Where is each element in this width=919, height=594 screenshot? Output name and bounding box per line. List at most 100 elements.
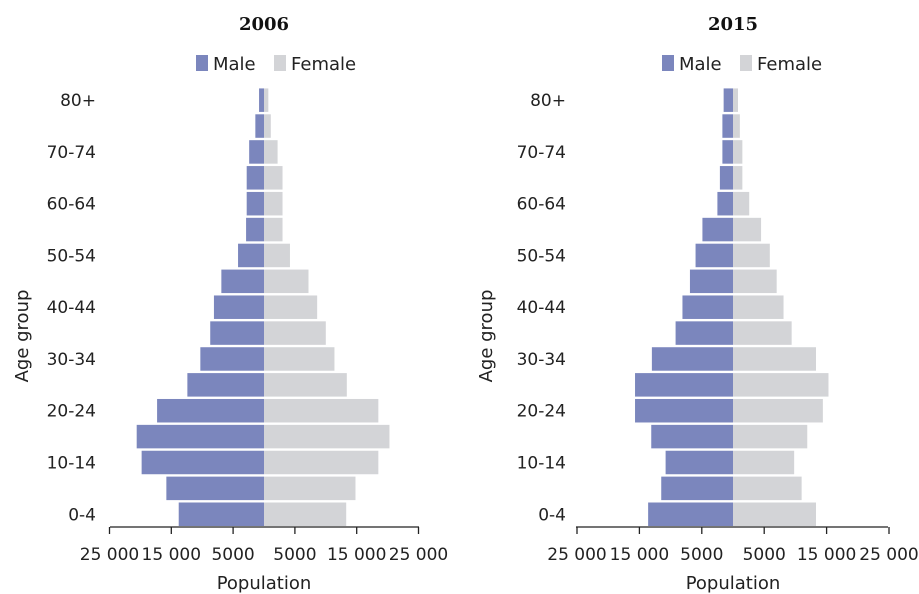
- y-tick-label: 10-14: [47, 453, 96, 473]
- bar-male-35-39: [210, 321, 264, 345]
- bar-female-80+: [733, 88, 738, 112]
- bar-female-35-39: [733, 321, 792, 345]
- bar-female-65-69: [733, 166, 743, 190]
- x-tick-label: 25 000: [389, 545, 448, 565]
- bar-male-80+: [259, 88, 264, 112]
- bar-male-60-64: [717, 191, 733, 216]
- bar-male-70-74: [249, 140, 264, 164]
- y-tick-label: 20-24: [47, 402, 96, 422]
- bar-male-30-34: [651, 347, 733, 371]
- x-tick-label: 15 000: [797, 545, 856, 565]
- bar-female-50-54: [264, 243, 290, 268]
- bar-female-55-59: [733, 217, 762, 242]
- bar-male-15-19: [651, 424, 733, 449]
- bar-male-20-24: [635, 398, 733, 423]
- y-tick-label: 40-44: [517, 298, 566, 318]
- bar-male-35-39: [675, 321, 733, 345]
- bar-female-45-49: [733, 269, 777, 294]
- bar-female-75-79: [264, 114, 271, 138]
- bar-female-30-34: [264, 347, 335, 371]
- bar-male-0-4: [178, 502, 264, 526]
- bar-female-75-79: [733, 114, 740, 138]
- y-tick-label: 10-14: [517, 453, 566, 473]
- bar-male-15-19: [136, 424, 264, 449]
- bar-male-40-44: [682, 295, 733, 319]
- bar-male-45-49: [221, 269, 264, 294]
- bar-female-40-44: [733, 295, 784, 319]
- pyramid-right: 2015 Male Female 0-4 10-14 20-24 30-34 40-44 50-…: [476, 14, 919, 594]
- legend: Male Female: [196, 54, 356, 75]
- bar-female-10-14: [733, 450, 795, 475]
- legend-swatch-female: [740, 55, 752, 71]
- bar-female-0-4: [733, 502, 816, 526]
- x-axis-label: Population: [686, 573, 781, 594]
- y-axis-label: Age group: [476, 290, 497, 383]
- bar-male-30-34: [200, 347, 264, 371]
- legend-swatch-female: [274, 55, 286, 71]
- bar-female-5-9: [264, 476, 356, 501]
- bar-female-80+: [264, 88, 269, 112]
- bar-male-80+: [723, 88, 733, 112]
- bar-male-65-69: [246, 166, 264, 190]
- bar-male-60-64: [246, 191, 264, 216]
- x-tick-label: 15 000: [610, 545, 669, 565]
- bar-male-40-44: [213, 295, 264, 319]
- bar-male-5-9: [166, 476, 264, 501]
- bar-female-40-44: [264, 295, 318, 319]
- x-tick-label: 15 000: [142, 545, 201, 565]
- bar-male-10-14: [141, 450, 264, 475]
- bar-male-50-54: [695, 243, 733, 268]
- bar-female-20-24: [733, 398, 823, 423]
- y-tick-label: 40-44: [47, 298, 96, 318]
- bar-male-45-49: [689, 269, 733, 294]
- bar-female-50-54: [733, 243, 770, 268]
- y-tick-label: 80+: [530, 91, 566, 111]
- y-axis-label: Age group: [12, 290, 33, 383]
- bar-male-55-59: [702, 217, 733, 242]
- bar-female-0-4: [264, 502, 347, 526]
- y-tick-label: 70-74: [47, 143, 96, 163]
- y-tick-label: 0-4: [538, 505, 566, 525]
- bar-male-50-54: [238, 243, 264, 268]
- y-tick-label: 70-74: [517, 143, 566, 163]
- x-tick-label: 25 000: [80, 545, 139, 565]
- bar-female-60-64: [264, 191, 283, 216]
- chart-title: 2006: [239, 14, 289, 35]
- legend-swatch-male: [662, 55, 674, 71]
- x-tick-label: 5000: [273, 545, 316, 565]
- x-tick-label: 25 000: [859, 545, 918, 565]
- bar-female-25-29: [264, 373, 347, 397]
- x-tick-label: 15 000: [327, 545, 386, 565]
- legend-label-female: Female: [291, 54, 356, 75]
- bar-male-55-59: [246, 217, 264, 242]
- bar-male-25-29: [187, 373, 264, 397]
- x-tick-label: 5000: [211, 545, 254, 565]
- legend-label-male: Male: [679, 54, 722, 75]
- y-tick-label: 0-4: [68, 505, 96, 525]
- bar-female-35-39: [264, 321, 326, 345]
- x-tick-label: 5000: [680, 545, 723, 565]
- bar-female-60-64: [733, 191, 750, 216]
- bar-male-10-14: [665, 450, 733, 475]
- x-tick-label: 5000: [743, 545, 786, 565]
- bar-male-65-69: [719, 166, 733, 190]
- bar-male-70-74: [722, 140, 733, 164]
- bar-male-0-4: [648, 502, 733, 526]
- bar-male-5-9: [661, 476, 733, 501]
- bar-female-30-34: [733, 347, 816, 371]
- y-tick-label: 30-34: [517, 350, 566, 370]
- y-tick-label: 50-54: [517, 246, 566, 266]
- legend-swatch-male: [196, 55, 208, 71]
- bar-male-75-79: [722, 114, 733, 138]
- bar-female-20-24: [264, 398, 379, 423]
- y-tick-label: 60-64: [517, 195, 566, 215]
- legend: Male Female: [662, 54, 822, 75]
- bar-female-70-74: [264, 140, 278, 164]
- bar-male-75-79: [255, 114, 264, 138]
- bar-male-25-29: [635, 373, 733, 397]
- y-tick-label: 60-64: [47, 195, 96, 215]
- bar-female-25-29: [733, 373, 829, 397]
- bar-female-55-59: [264, 217, 283, 242]
